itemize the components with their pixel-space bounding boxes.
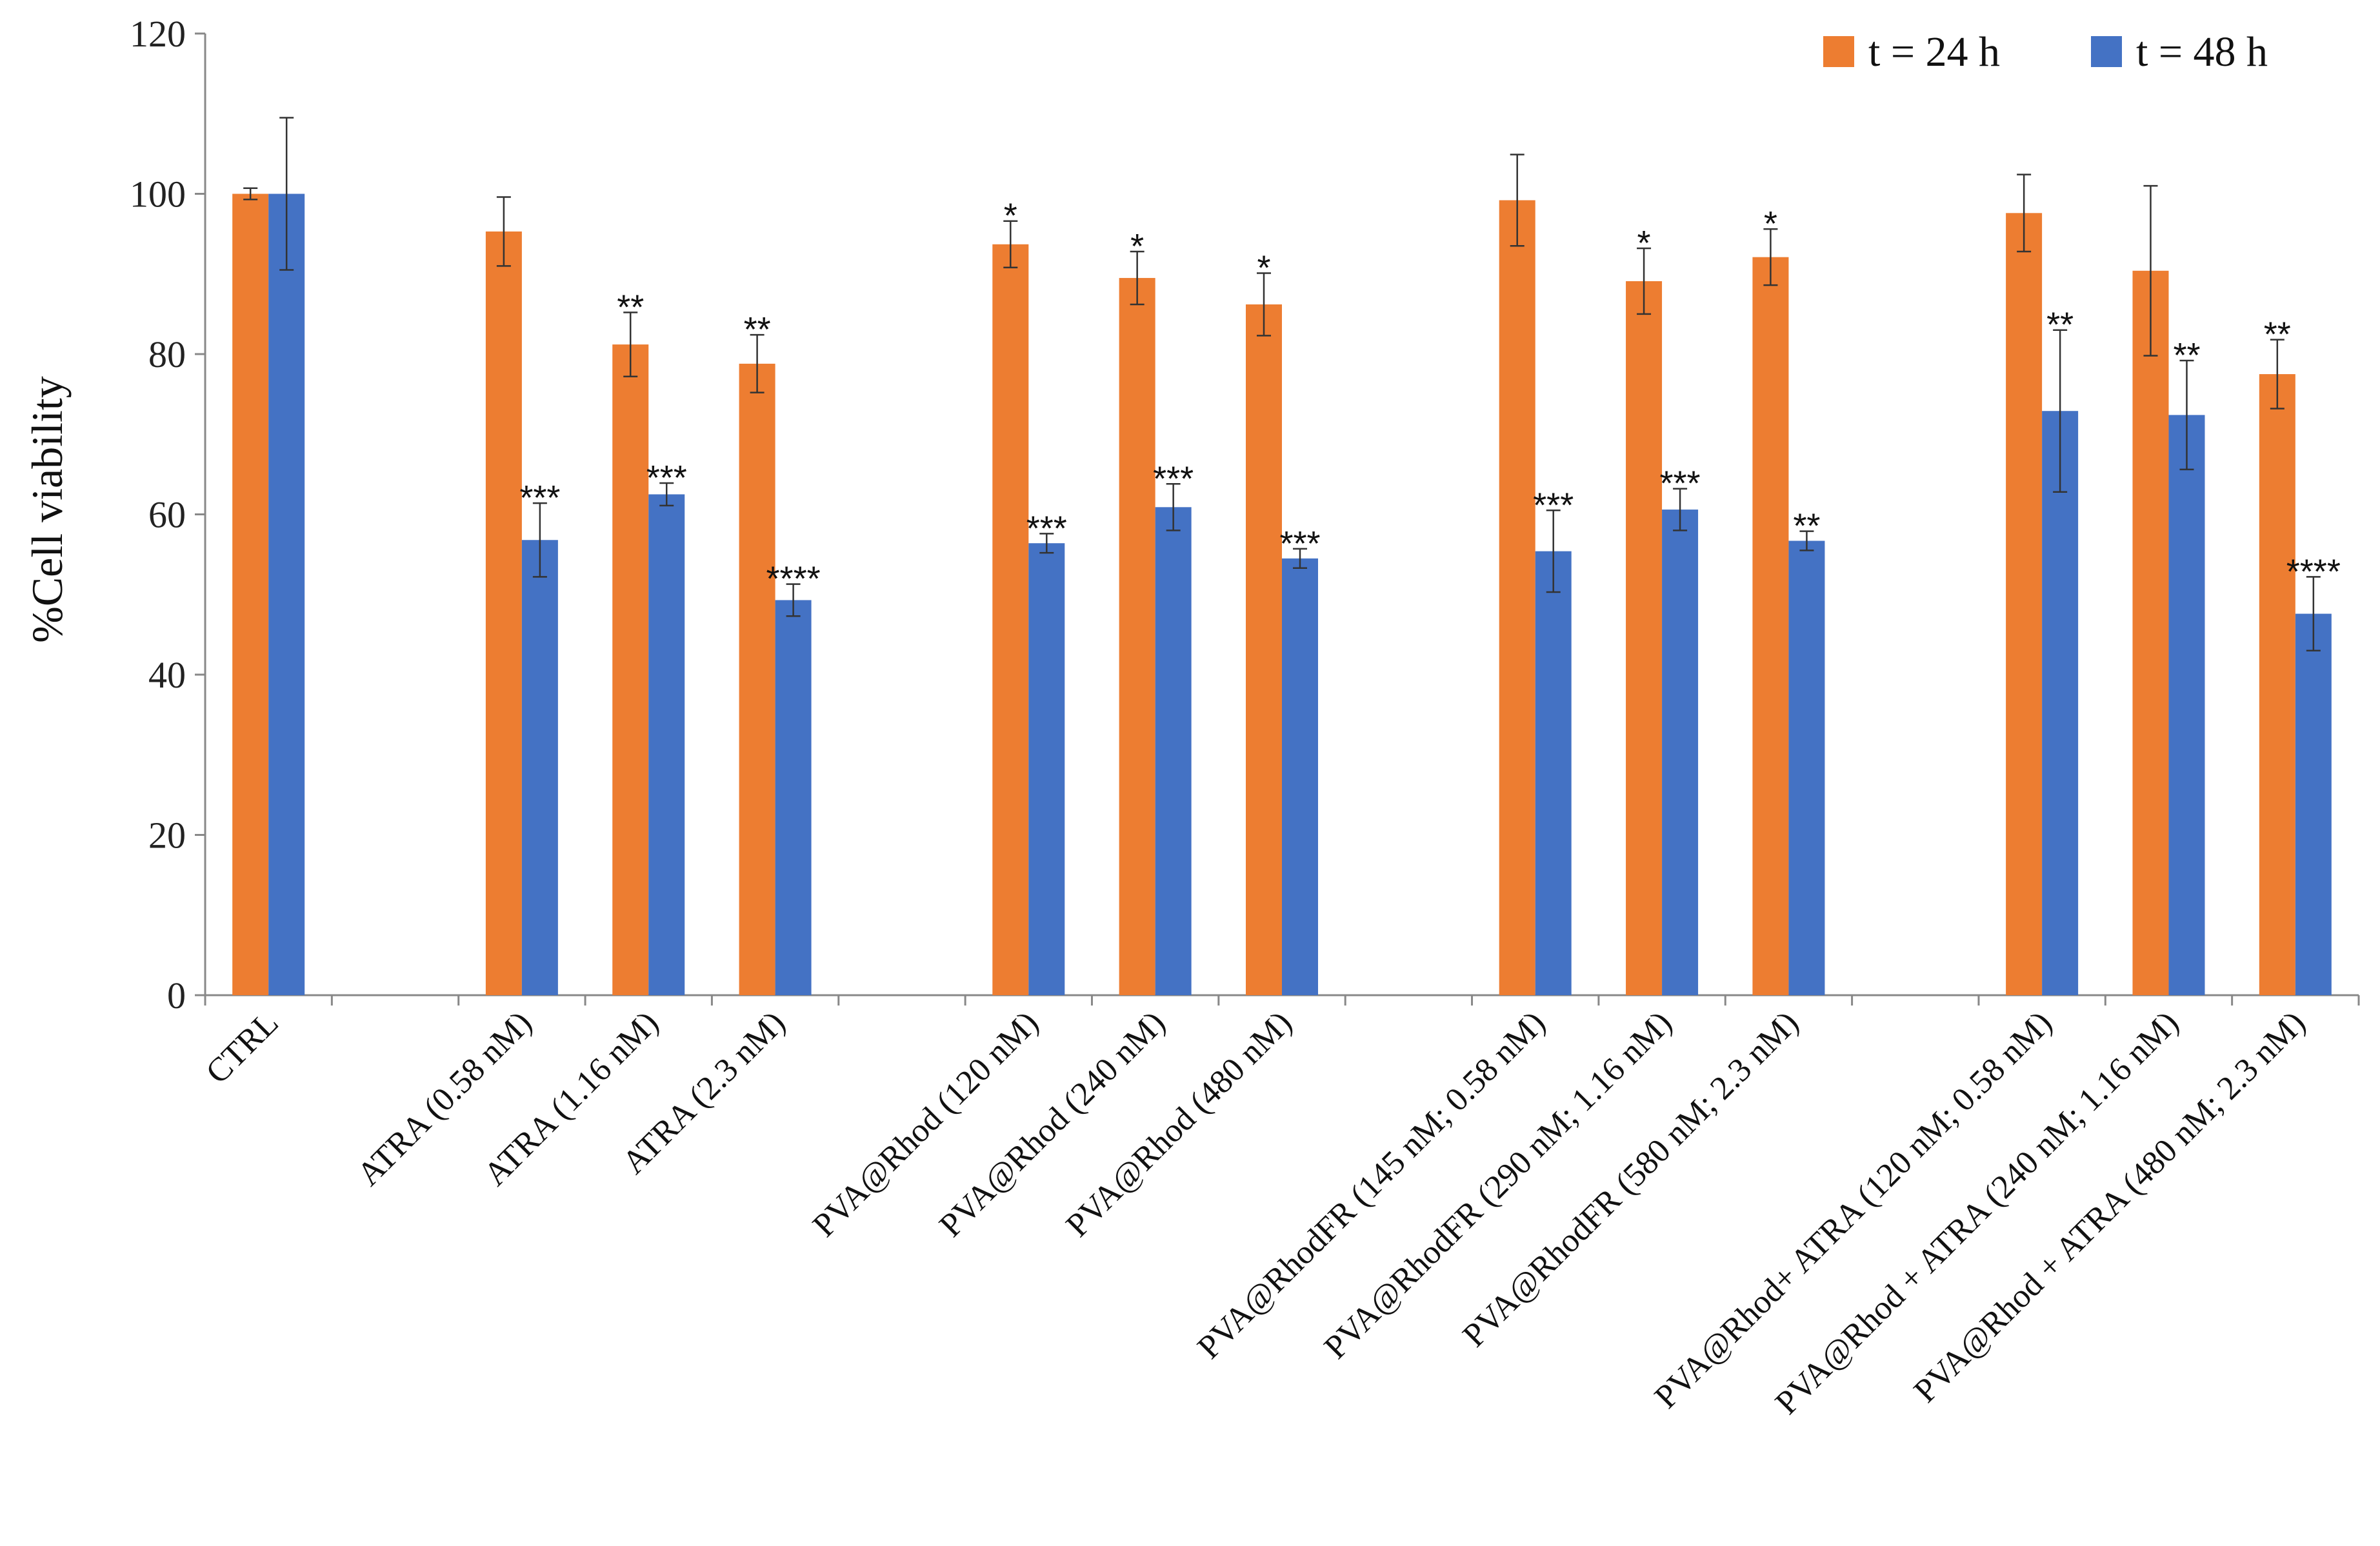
- bar-48h: [1282, 558, 1318, 995]
- bar-48h: [1535, 551, 1572, 995]
- bar-24h: [485, 231, 522, 996]
- significance-marker: *: [1637, 224, 1651, 263]
- significance-marker: **: [2046, 306, 2074, 344]
- legend-swatch-48h: [2091, 36, 2122, 67]
- y-tick-label: 40: [148, 654, 186, 696]
- bar-48h: [648, 494, 685, 995]
- significance-marker: *: [1004, 197, 1017, 235]
- significance-marker: *: [1257, 249, 1270, 288]
- significance-marker: **: [617, 288, 644, 326]
- significance-marker: **: [744, 310, 771, 349]
- y-tick-label: 120: [130, 13, 186, 55]
- bar-48h: [2295, 613, 2332, 995]
- legend: t = 24 h t = 48 h: [1823, 28, 2268, 75]
- significance-marker: **: [2173, 336, 2200, 375]
- bar-48h: [1662, 510, 1699, 995]
- significance-marker: ***: [1660, 464, 1701, 503]
- legend-label-24h: t = 24 h: [1868, 28, 2000, 75]
- bar-48h: [775, 600, 812, 995]
- y-tick-label: 80: [148, 333, 186, 375]
- axes: 0 20 40 60 80 100 120: [130, 13, 2360, 1016]
- bar-24h: [739, 363, 775, 995]
- bar-48h: [1788, 540, 1825, 995]
- bar-48h: [2042, 411, 2079, 995]
- y-tick-label: 60: [148, 494, 186, 536]
- x-tick-label: PVA@Rhod (480 nM): [1059, 1004, 1299, 1244]
- significance-marker: ***: [519, 479, 560, 517]
- bar-24h: [1626, 281, 1663, 995]
- significance-marker: ****: [2286, 552, 2341, 591]
- bar-24h: [2259, 374, 2295, 995]
- bar-24h: [2132, 270, 2169, 995]
- bar-24h: [1499, 200, 1535, 996]
- significance-marker: ***: [646, 459, 687, 497]
- bar-48h: [2168, 415, 2205, 995]
- significance-marker: ***: [1279, 524, 1320, 563]
- bar-24h: [612, 344, 649, 995]
- bar-24h: [992, 244, 1029, 996]
- significance-marker: *: [1130, 227, 1144, 266]
- significance-marker: *: [1764, 204, 1777, 243]
- bar-24h: [232, 193, 269, 995]
- significance-markers: ******** ********************************…: [519, 197, 2340, 599]
- bar-48h: [268, 193, 305, 995]
- x-tick-labels: CTRL ATRA (0.58 nM)ATRA (1.16 nM)ATRA (2.…: [199, 1004, 2312, 1422]
- y-tick-label: 20: [148, 815, 186, 857]
- bar-24h: [1246, 304, 1282, 996]
- bar-48h: [1028, 543, 1065, 995]
- bars: [232, 193, 2332, 996]
- significance-marker: ****: [766, 560, 821, 599]
- x-tick-label: PVA@Rhod (120 nM): [806, 1004, 1046, 1244]
- legend-label-48h: t = 48 h: [2136, 28, 2268, 75]
- bar-24h: [1119, 277, 1155, 995]
- legend-swatch-24h: [1823, 36, 1854, 67]
- x-tick-label: PVA@Rhod (240 nM): [932, 1004, 1172, 1244]
- y-axis-title: %Cell viability: [23, 376, 72, 643]
- significance-marker: **: [2264, 315, 2291, 354]
- error-bars: [243, 117, 2321, 651]
- y-tick-label: 0: [167, 975, 186, 1016]
- significance-marker: **: [1793, 507, 1820, 546]
- significance-marker: ***: [1153, 459, 1194, 498]
- significance-marker: ***: [1533, 486, 1574, 524]
- x-tick-label: CTRL: [199, 1004, 285, 1091]
- bar-24h: [1752, 257, 1789, 996]
- significance-marker: ***: [1026, 509, 1067, 548]
- bar-48h: [1155, 507, 1192, 995]
- y-tick-label: 100: [130, 173, 186, 215]
- bar-48h: [521, 540, 558, 995]
- bar-24h: [2006, 213, 2043, 995]
